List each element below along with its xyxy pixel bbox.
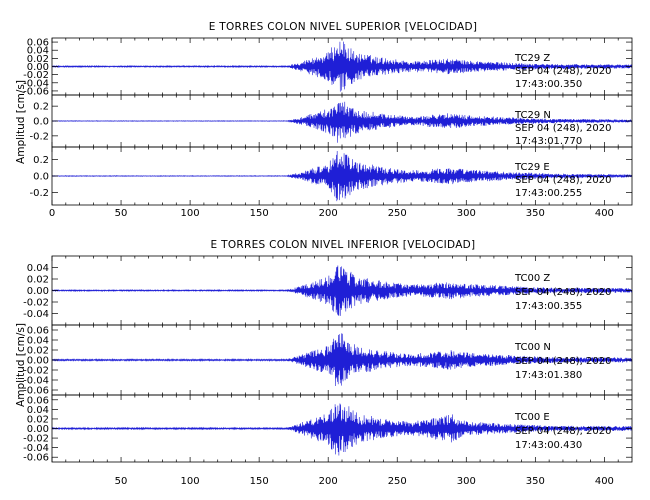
time-label: 17:43:00.350 [515, 79, 582, 90]
x-tick-label: 50 [115, 476, 128, 487]
x-tick-label: 400 [595, 476, 614, 487]
time-label: 17:43:01.380 [515, 370, 582, 381]
trace-panel: -0.04-0.020.000.020.04 TC00 Z SEP 04 (248)… [23, 255, 633, 326]
y-axis-label: Amplitud [cm/s] [15, 323, 27, 407]
time-label: 17:43:00.355 [515, 301, 582, 312]
trace-panel: -0.06-0.04-0.020.000.020.040.06 TC29 Z SEP… [23, 38, 633, 97]
y-tick-label: -0.02 [23, 70, 49, 81]
y-tick-label: 0.00 [27, 286, 49, 297]
y-tick-label: -0.06 [23, 386, 49, 397]
x-tick-label: 250 [388, 208, 407, 219]
y-tick-label: -0.06 [23, 453, 49, 464]
y-tick-label: -0.02 [23, 434, 49, 445]
y-tick-label: -0.02 [23, 366, 49, 377]
trace-panel: -0.06-0.04-0.020.000.020.040.06 TC00 E SEP… [23, 394, 633, 464]
y-tick-label: 0.06 [27, 326, 49, 337]
seismic-trace [52, 41, 632, 92]
y-tick-label: 0.06 [27, 38, 49, 49]
y-axis-label: Amplitud [cm/s] [15, 80, 27, 164]
date-label: SEP 04 (248), 2020 [515, 175, 611, 186]
x-tick-label: 150 [250, 476, 269, 487]
x-tick-label: 300 [457, 476, 476, 487]
date-label: SEP 04 (248), 2020 [515, 123, 611, 134]
x-tick-label: 350 [526, 476, 545, 487]
x-tick-label: 150 [250, 208, 269, 219]
y-tick-label: -0.04 [23, 376, 49, 387]
seismic-trace [52, 101, 632, 143]
y-tick-label: -0.04 [23, 443, 49, 454]
y-tick-label: 0.00 [27, 356, 49, 367]
y-tick-label: 0.04 [27, 336, 49, 347]
seismic-trace [52, 403, 632, 456]
y-tick-label: 0.04 [27, 263, 49, 274]
chart-title: E TORRES COLON NIVEL SUPERIOR [VELOCIDAD… [209, 21, 478, 33]
x-tick-label: 350 [526, 208, 545, 219]
date-label: SEP 04 (248), 2020 [515, 426, 611, 437]
seismic-trace [52, 150, 632, 202]
station-label: TC00 N [514, 342, 551, 353]
chart-nivel-superior: E TORRES COLON NIVEL SUPERIOR [VELOCIDAD… [15, 21, 633, 219]
y-tick-label: 0.02 [27, 275, 49, 286]
y-tick-label: -0.2 [29, 188, 49, 199]
y-tick-label: 0.00 [27, 424, 49, 435]
seismic-trace [52, 333, 632, 387]
y-tick-label: 0.02 [27, 414, 49, 425]
y-tick-label: 0.00 [27, 62, 49, 73]
time-label: 17:43:01.770 [515, 136, 582, 147]
y-tick-label: 0.02 [27, 54, 49, 65]
station-label: TC29 E [514, 162, 550, 173]
x-tick-label: 200 [319, 208, 338, 219]
x-tick-label: 100 [181, 476, 200, 487]
date-label: SEP 04 (248), 2020 [515, 66, 611, 77]
y-tick-label: -0.04 [23, 78, 49, 89]
station-label: TC29 Z [514, 53, 550, 64]
seismic-trace [52, 265, 632, 316]
x-tick-label: 250 [388, 476, 407, 487]
y-tick-label: -0.02 [23, 298, 49, 309]
y-tick-label: 0.2 [33, 102, 49, 113]
trace-panel: -0.06-0.04-0.020.000.020.040.06 TC00 N SEP… [23, 324, 633, 397]
y-tick-label: -0.04 [23, 309, 49, 320]
time-label: 17:43:00.430 [515, 440, 582, 451]
trace-panel: -0.2 0.0 0.2 TC29 N SEP 04 (248), 2020 17:43:… [29, 94, 633, 148]
x-tick-label: 400 [595, 208, 614, 219]
x-tick-label: 50 [115, 208, 128, 219]
y-tick-label: 0.0 [33, 117, 49, 128]
y-tick-label: -0.06 [23, 86, 49, 97]
chart-title: E TORRES COLON NIVEL INFERIOR [VELOCIDAD… [211, 239, 476, 251]
y-tick-label: 0.2 [33, 155, 49, 166]
date-label: SEP 04 (248), 2020 [515, 356, 611, 367]
y-tick-label: 0.06 [27, 395, 49, 406]
date-label: SEP 04 (248), 2020 [515, 287, 611, 298]
y-tick-label: 0.04 [27, 46, 49, 57]
x-tick-label: 0 [49, 208, 55, 219]
y-tick-label: -0.2 [29, 131, 49, 142]
y-tick-label: 0.02 [27, 346, 49, 357]
x-tick-label: 100 [181, 208, 200, 219]
time-label: 17:43:00.255 [515, 188, 582, 199]
station-label: TC00 Z [514, 273, 550, 284]
station-label: TC00 E [514, 412, 550, 423]
trace-panel: -0.2 0.0 0.2 TC29 E SEP 04 (248), 2020 17:43:… [29, 146, 633, 206]
station-label: TC29 N [514, 110, 551, 121]
x-tick-label: 200 [319, 476, 338, 487]
chart-nivel-inferior: E TORRES COLON NIVEL INFERIOR [VELOCIDAD… [15, 239, 633, 487]
y-tick-label: 0.0 [33, 172, 49, 183]
y-tick-label: 0.04 [27, 405, 49, 416]
x-tick-label: 300 [457, 208, 476, 219]
